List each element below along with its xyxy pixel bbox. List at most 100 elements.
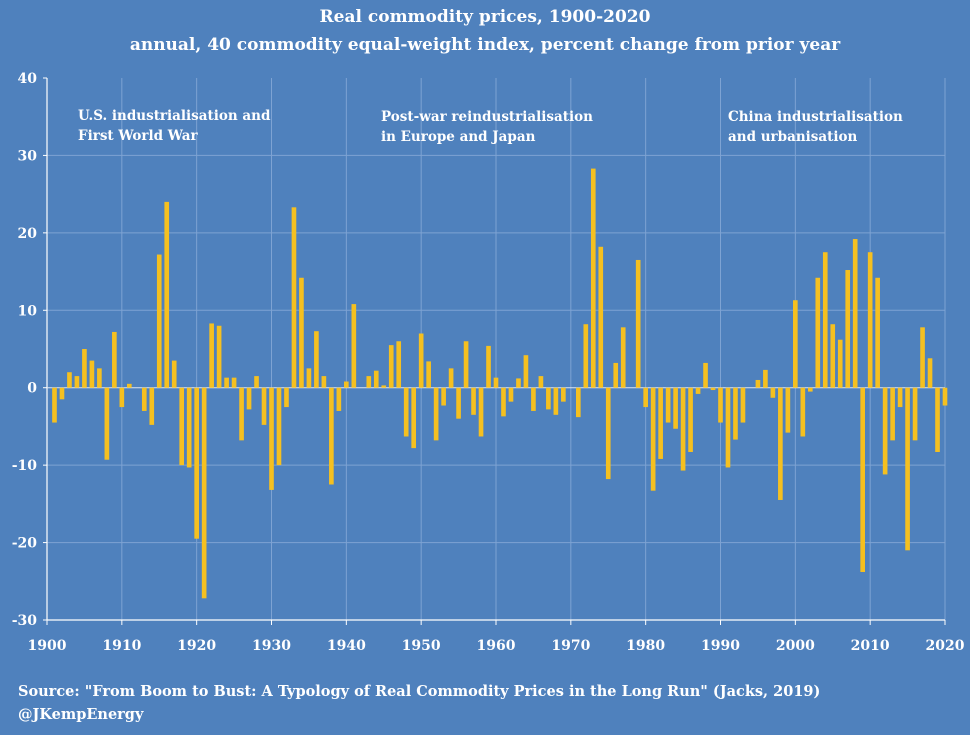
- bar-1911: [127, 383, 132, 388]
- x-tick-label: 1910: [102, 638, 141, 654]
- bar-1967: [546, 387, 551, 410]
- bar-2004: [822, 252, 828, 388]
- bar-2010: [867, 252, 873, 388]
- bar-1915: [156, 254, 162, 388]
- bar-1903: [67, 372, 72, 388]
- bar-1905: [82, 349, 87, 388]
- bar-1992: [733, 387, 738, 440]
- bar-1941: [351, 304, 357, 388]
- bar-1925: [231, 377, 237, 388]
- bar-1971: [576, 387, 581, 418]
- annotation-post-war: Post-war reindustrialisation in Europe a…: [381, 109, 593, 145]
- x-tick-label: 2010: [851, 638, 890, 654]
- bar-1999: [785, 387, 791, 433]
- bar-2019: [935, 387, 940, 452]
- bar-1916: [164, 201, 170, 388]
- x-axis: 1900 1910 1920 1930 1940 1950 1960 1970 1980 1990…: [28, 620, 965, 654]
- bar-1951: [426, 361, 431, 388]
- bar-1906: [89, 360, 95, 388]
- bar-1908: [104, 387, 110, 460]
- bar-2014: [897, 387, 903, 408]
- bar-1945: [381, 385, 387, 388]
- bar-1926: [239, 387, 244, 441]
- bar-1974: [598, 246, 604, 388]
- bar-1946: [388, 345, 394, 388]
- bar-2008: [852, 239, 858, 388]
- bar-1953: [441, 387, 446, 406]
- bar-2009: [860, 387, 865, 572]
- bar-1930: [269, 387, 274, 490]
- bar-1956: [463, 341, 469, 388]
- bar-1913: [141, 387, 147, 411]
- bar-1980: [643, 387, 648, 408]
- y-tick-label: 30: [18, 148, 38, 164]
- bar-1954: [448, 368, 454, 388]
- bar-2001: [800, 387, 806, 437]
- bar-1940: [344, 381, 349, 388]
- x-tick-label: 1960: [477, 638, 516, 654]
- bar-1963: [516, 378, 521, 388]
- bar-1973: [590, 168, 596, 388]
- annotation-line: U.S. industrialisation and: [78, 108, 271, 124]
- x-tick-label: 1950: [402, 638, 441, 654]
- bar-1948: [403, 387, 409, 437]
- bar-1938: [329, 387, 334, 485]
- annotation-line: China industrialisation: [728, 109, 903, 125]
- bar-1982: [658, 387, 663, 459]
- bar-1985: [680, 387, 686, 471]
- bar-1932: [284, 387, 289, 408]
- bar-1976: [613, 362, 619, 388]
- bar-1952: [433, 387, 439, 441]
- bar-1975: [605, 387, 611, 480]
- x-tick-label: 1900: [28, 638, 67, 654]
- bar-1904: [74, 376, 80, 388]
- bar-2020: [942, 387, 948, 406]
- bar-1960: [493, 377, 499, 388]
- bar-2000: [793, 300, 798, 388]
- bar-1924: [224, 377, 229, 388]
- bar-1921: [201, 387, 207, 599]
- bar-2005: [830, 324, 836, 388]
- bar-1902: [59, 387, 65, 400]
- bar-1961: [501, 387, 506, 417]
- bar-1919: [186, 387, 192, 468]
- bar-2012: [882, 387, 888, 475]
- bar-1943: [366, 376, 372, 388]
- bar-2003: [815, 277, 821, 388]
- bar-1986: [688, 387, 693, 452]
- bar-2015: [905, 387, 910, 551]
- bar-1933: [291, 207, 297, 388]
- bar-1931: [276, 387, 282, 466]
- bar-1949: [411, 387, 416, 449]
- bar-2018: [927, 358, 933, 388]
- bar-1901: [52, 387, 57, 423]
- y-tick-label: 20: [18, 226, 38, 242]
- annotation-line: and urbanisation: [728, 129, 857, 145]
- bar-1977: [620, 327, 626, 388]
- y-tick-label: 0: [27, 381, 37, 397]
- bar-1936: [314, 331, 319, 388]
- bar-1996: [763, 369, 768, 388]
- bar-1955: [456, 387, 461, 419]
- bar-1964: [523, 355, 529, 388]
- bar-1910: [119, 387, 125, 408]
- bar-1950: [418, 333, 424, 388]
- bar-1972: [583, 324, 589, 388]
- bar-1957: [471, 387, 476, 415]
- x-tick-label: 2000: [776, 638, 815, 654]
- bar-2011: [875, 277, 880, 388]
- bar-1944: [373, 370, 379, 388]
- bar-1909: [112, 331, 117, 388]
- bar-1993: [740, 387, 746, 423]
- bar-1987: [695, 387, 701, 394]
- bar-1917: [171, 360, 177, 388]
- annotation-china: China industrialisation and urbanisation: [728, 109, 903, 145]
- bar-1939: [336, 387, 342, 411]
- bar-1934: [299, 277, 304, 388]
- y-tick-label: 40: [18, 71, 38, 87]
- bar-1920: [194, 387, 199, 539]
- x-tick-label: 1940: [327, 638, 366, 654]
- y-tick-label: 10: [18, 303, 38, 319]
- bar-1965: [531, 387, 536, 411]
